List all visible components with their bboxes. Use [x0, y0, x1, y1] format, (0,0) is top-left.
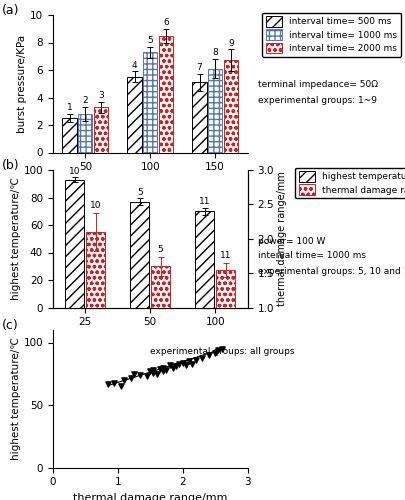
Y-axis label: highest temperature/℃: highest temperature/℃ [11, 178, 21, 300]
Text: experimental groups: 1~9: experimental groups: 1~9 [257, 96, 376, 105]
Text: 7: 7 [196, 64, 202, 72]
Text: (a): (a) [2, 4, 19, 17]
Y-axis label: thermal damage range/mm: thermal damage range/mm [276, 172, 286, 306]
Point [160, 367, 166, 375]
Legend: interval time= 500 ms, interval time= 1000 ms, interval time= 2000 ms: interval time= 500 ms, interval time= 10… [261, 12, 400, 56]
Text: 5: 5 [158, 245, 163, 254]
Point [192, 356, 198, 364]
Bar [151, 266, 170, 376]
Point [160, 364, 166, 372]
Point [150, 368, 156, 376]
Bar [62, 118, 77, 152]
Point [150, 366, 156, 374]
Point [215, 346, 221, 354]
Bar [192, 82, 206, 152]
Bar [127, 77, 141, 152]
Bar [207, 68, 222, 152]
Point [179, 358, 185, 366]
Point [153, 370, 160, 378]
X-axis label: thermal damage range/mm: thermal damage range/mm [73, 493, 227, 500]
Text: 4: 4 [132, 60, 137, 70]
Bar [223, 60, 237, 152]
Point [111, 378, 117, 386]
Text: 10: 10 [90, 201, 101, 210]
Bar [78, 114, 92, 152]
Point [121, 376, 127, 384]
Point [176, 360, 182, 368]
Point [137, 371, 143, 379]
Point [104, 380, 111, 388]
Point [117, 382, 124, 390]
Text: (b): (b) [2, 159, 20, 172]
Point [205, 351, 211, 359]
Point [185, 357, 192, 365]
Text: terminal impedance= 50Ω: terminal impedance= 50Ω [257, 80, 377, 89]
Bar [143, 52, 157, 152]
Text: 3: 3 [98, 91, 103, 100]
Text: 5: 5 [147, 36, 153, 45]
Text: (c): (c) [2, 319, 19, 332]
X-axis label: power/W: power/W [126, 178, 174, 188]
Text: experimental groups: 5, 10 and 11: experimental groups: 5, 10 and 11 [257, 266, 405, 276]
Y-axis label: burst pressure/KPa: burst pressure/KPa [17, 34, 27, 133]
Point [211, 348, 218, 356]
Point [166, 361, 173, 369]
Legend: highest temperature/℃, thermal damage range/mm: highest temperature/℃, thermal damage ra… [294, 168, 405, 198]
Text: 11: 11 [198, 198, 210, 206]
Point [169, 364, 176, 372]
Bar [158, 36, 173, 152]
Text: experimental groups: all groups: experimental groups: all groups [150, 346, 294, 356]
Text: 2: 2 [82, 96, 88, 106]
Point [189, 360, 195, 368]
Text: 1: 1 [67, 104, 72, 112]
Point [130, 370, 137, 378]
Bar [86, 232, 105, 376]
Point [147, 367, 153, 375]
Text: 11: 11 [219, 251, 231, 260]
Point [173, 362, 179, 370]
Text: 6: 6 [162, 18, 168, 27]
Y-axis label: highest temperature/℃: highest temperature/℃ [11, 338, 21, 460]
Text: power= 100 W: power= 100 W [257, 236, 324, 246]
Text: 9: 9 [227, 38, 233, 48]
Point [143, 372, 150, 380]
Text: interval time= 1000 ms: interval time= 1000 ms [257, 252, 365, 260]
Bar [215, 270, 234, 376]
Point [127, 374, 134, 382]
Point [163, 366, 169, 374]
Text: 5: 5 [136, 188, 142, 197]
Point [182, 361, 189, 369]
Bar [130, 202, 149, 308]
Point [198, 354, 205, 362]
Bar [94, 107, 108, 152]
Text: 10: 10 [69, 166, 81, 175]
Point [218, 345, 224, 353]
Bar [65, 180, 84, 308]
Point [156, 365, 163, 373]
X-axis label: terminal impedance/Ω: terminal impedance/Ω [88, 333, 212, 343]
Text: 8: 8 [212, 48, 217, 58]
Bar [195, 211, 214, 308]
